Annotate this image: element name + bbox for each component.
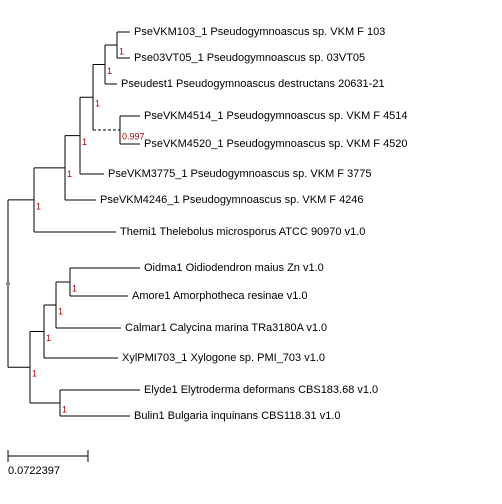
support-value: 1 <box>72 283 77 293</box>
support-value: 1 <box>32 369 37 379</box>
support-value: 1 <box>36 201 41 211</box>
tip-label: PseVKM4514_1 Pseudogymnoascus sp. VKM F … <box>144 110 408 122</box>
support-value: 1 <box>82 137 87 147</box>
tip-label: Amore1 Amorphotheca resinae v1.0 <box>132 290 308 302</box>
tip-label: XylPMI703_1 Xylogone sp. PMI_703 v1.0 <box>122 352 325 364</box>
phylo-tree: 110.997111111111PseVKM103_1 Pseudogymnoa… <box>0 0 502 504</box>
scale-bar-label: 0.0722397 <box>8 465 60 477</box>
tip-label: Calmar1 Calycina marina TRa3180A v1.0 <box>125 322 327 334</box>
support-value: 1 <box>119 46 124 56</box>
support-value: 1 <box>46 333 51 343</box>
tip-label: PseVKM4246_1 Pseudogymnoascus sp. VKM F … <box>100 194 364 206</box>
tip-label: Elyde1 Elytroderma deformans CBS183.68 v… <box>144 384 378 396</box>
support-value: 1 <box>107 66 112 76</box>
root-node <box>6 282 10 286</box>
tip-label: Bulin1 Bulgaria inquinans CBS118.31 v1.0 <box>134 410 341 422</box>
support-value: 0.997 <box>122 131 145 141</box>
support-value: 1 <box>58 306 63 316</box>
tip-label: PseVKM3775_1 Pseudogymnoascus sp. VKM F … <box>108 168 372 180</box>
tip-label: Themi1 Thelebolus microsporus ATCC 90970… <box>120 226 365 238</box>
support-value: 1 <box>95 99 100 109</box>
tip-label: Oidma1 Oidiodendron maius Zn v1.0 <box>144 262 324 274</box>
support-value: 1 <box>67 169 72 179</box>
tip-label: Pseudest1 Pseudogymnoascus destructans 2… <box>121 78 385 90</box>
tip-label: PseVKM4520_1 Pseudogymnoascus sp. VKM F … <box>144 138 408 150</box>
tip-label: Pse03VT05_1 Pseudogymnoascus sp. 03VT05 <box>134 52 365 64</box>
support-value: 1 <box>62 404 67 414</box>
tip-label: PseVKM103_1 Pseudogymnoascus sp. VKM F 1… <box>134 26 385 38</box>
